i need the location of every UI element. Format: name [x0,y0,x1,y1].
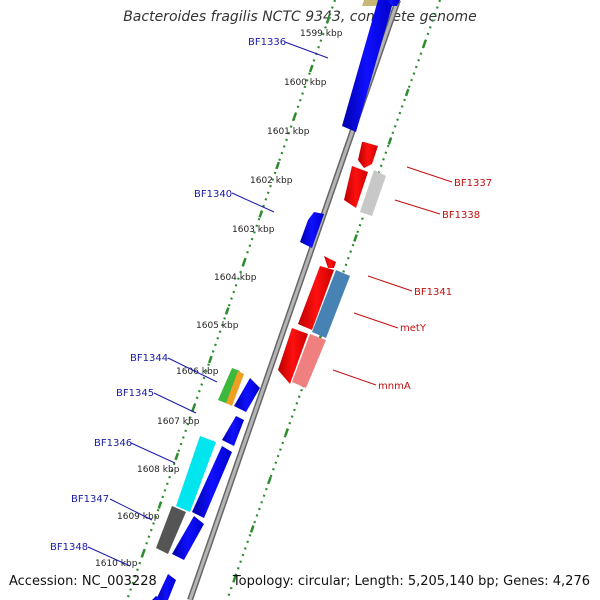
inner-scale-track [125,0,337,600]
scale-tick-mark [292,113,297,121]
gene-labels-reverse: BF1337 BF1338 BF1341 metY mnmA [378,178,492,392]
scale-tick-mark [267,476,272,485]
scale-tick-mark [387,137,393,145]
gene-BF1345 [234,378,260,412]
scale-tick-label: 1602 kbp [250,176,293,186]
scale-tick-mark [404,88,410,97]
gene-BF1342 [298,266,334,330]
gene-metY [312,270,350,338]
label-BF1341: BF1341 [414,287,452,298]
gene-bottom-2 [152,596,164,600]
gene-BF1337 [358,142,378,168]
gene-labels-forward: BF1336 BF1340 BF1344 BF1345 BF1346 BF134… [50,37,286,553]
gene-BF1338 [360,170,386,216]
label-BF1344: BF1344 [130,353,168,364]
gene-BF1346b [192,446,232,518]
label-BF1338: BF1338 [442,210,480,221]
scale-tick-mark [241,258,247,267]
scale-tick-mark [308,64,314,73]
scale-tick-label: 1601 kbp [267,127,310,137]
label-BF1336: BF1336 [248,37,286,48]
label-BF1348: BF1348 [50,542,88,553]
label-BF1346: BF1346 [94,438,132,449]
gene-BF1347 [156,506,186,554]
label-metY: metY [400,323,427,334]
outer-scale-track [225,0,442,600]
label-BF1345: BF1345 [116,388,154,399]
scale-tick-label: 1604 kbp [214,273,257,283]
gene-BF1344-orange [226,371,244,406]
scale-tick-label: 1603 kbp [232,225,275,235]
gene-bottom-1 [156,574,176,600]
scale-tick-mark [325,16,331,24]
gene-BF1341 [324,256,336,268]
gene-BF1343 [278,328,308,384]
label-BF1340: BF1340 [194,189,232,200]
scale-tick-label: 1610 kbp [95,559,138,569]
gene-mnmA [292,334,326,388]
scale-tick-mark [353,234,358,242]
scale-tick-mark [207,355,213,364]
accession-text: Accession: NC_003228 [9,574,157,589]
genome-summary-text: Topology: circular; Length: 5,205,140 bp… [232,574,590,589]
scale-tick-label: 1605 kbp [196,321,239,331]
gene-features [152,0,400,600]
scale-tick-mark [191,404,196,412]
gene-BF1345b [222,416,244,446]
scale-tick-label: 1608 kbp [137,465,180,475]
scale-tick-label: 1607 kbp [157,417,200,427]
gene-BF1339 [344,166,368,208]
scale-tick-mark [224,307,230,315]
scale-tick-mark [174,452,180,461]
scale-tick-mark [232,573,238,582]
gene-BF1348 [172,516,204,560]
scale-tick-label: 1599 kbp [300,29,343,39]
gene-BF1344 [218,368,240,404]
gene-BF1346 [176,436,216,512]
scale-tick-mark [258,210,264,218]
leader-lines [87,41,453,567]
scale-tick-label: 1600 kbp [284,78,327,88]
gene-BF1340 [300,212,324,248]
scale-tick-labels: 1599 kbp 1600 kbp 1601 kbp 1602 kbp 1603 kbp… [95,29,343,569]
label-BF1337: BF1337 [454,178,492,189]
gene-BF1336 [342,0,392,132]
scale-tick-label: 1609 kbp [117,512,160,522]
scale-tick-mark [275,161,281,170]
scale-tick-mark [140,549,146,558]
scale-tick-mark [157,501,163,509]
label-mnmA: mnmA [378,381,411,392]
scale-tick-mark [249,525,255,533]
label-BF1347: BF1347 [71,494,109,505]
scale-tick-mark [284,428,290,436]
scale-tick-mark [422,40,427,48]
